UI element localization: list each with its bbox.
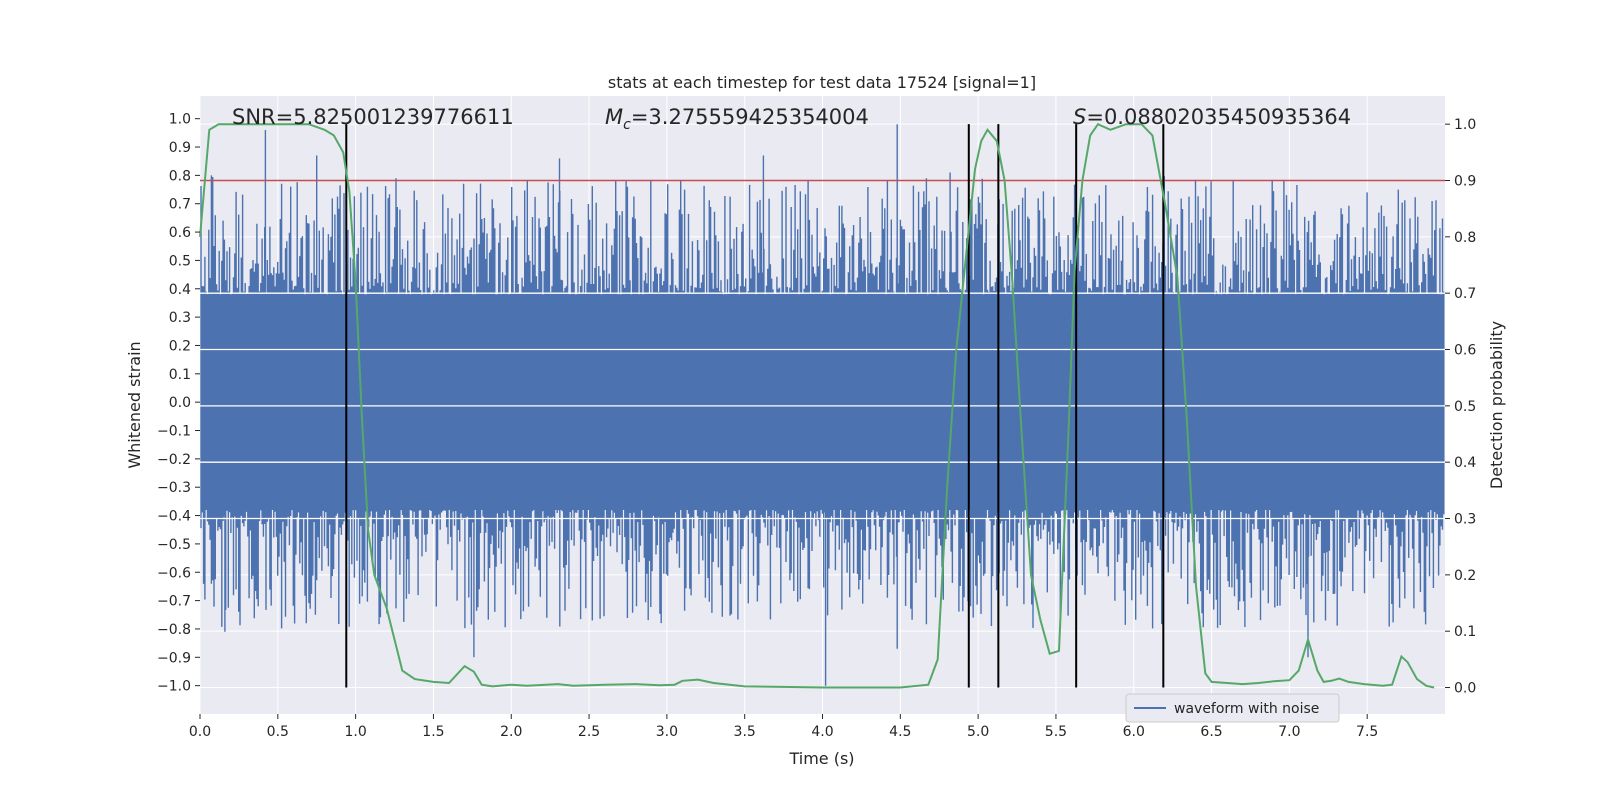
y-axis-left-label: Whitened strain [125,341,144,468]
s-annotation: S=0.08802035450935364 [1073,105,1351,129]
x-tick-label: 3.0 [656,724,678,740]
chirp-mass-annotation: Mc=3.275559425354004 [605,105,869,133]
y-axis-right-label: Detection probability [1487,321,1506,489]
x-tick-label: 1.0 [344,724,366,740]
y-left-tick-label: −0.7 [157,594,191,610]
x-tick-label: 5.0 [967,724,989,740]
x-tick-label: 5.5 [1045,724,1067,740]
x-tick-label: 6.0 [1123,724,1145,740]
y-right-tick-label: 0.8 [1454,230,1476,246]
y-right-tick-label: 0.5 [1454,399,1476,415]
y-left-tick-label: −0.5 [157,537,191,553]
y-right-tick-label: 0.7 [1454,286,1476,302]
y-left-tick-label: 0.4 [169,282,191,298]
snr-annotation: SNR=5.825001239776611 [232,105,514,129]
x-tick-label: 0.5 [267,724,289,740]
x-tick-label: 7.0 [1278,724,1300,740]
y-right-tick-label: 0.3 [1454,512,1476,528]
y-right-tick-label: 0.6 [1454,343,1476,359]
y-left-tick-label: 0.8 [169,168,191,184]
legend: waveform with noise [1125,693,1340,723]
waveform-core [201,294,1444,510]
waveform-series [200,124,1445,686]
chirp-mass-symbol: M [605,105,623,129]
y-right-tick-label: 0.4 [1454,455,1476,471]
y-left-tick-label: 0.3 [169,310,191,326]
x-tick-label: 6.5 [1200,724,1222,740]
y-left-tick-label: −0.2 [157,452,191,468]
x-tick-label: 3.5 [734,724,756,740]
legend-label: waveform with noise [1174,701,1319,717]
y-right-tick-label: 0.9 [1454,174,1476,190]
y-left-tick-label: 0.1 [169,367,191,383]
y-left-tick-label: 0.9 [169,140,191,156]
ticks: 0.0 0.5 1.0 1.5 2.0 2.5 3.0 3.5 4.0 4.5 5.0 5.5 6.0 6… [157,112,1476,740]
y-left-tick-label: 0.5 [169,253,191,269]
x-tick-label: 4.0 [811,724,833,740]
x-axis-label: Time (s) [788,749,854,768]
x-tick-label: 1.5 [422,724,444,740]
s-symbol: S [1073,105,1086,129]
overlay [199,122,1445,689]
y-left-tick-label: −0.8 [157,622,191,638]
x-tick-label: 0.0 [189,724,211,740]
y-right-tick-label: 0.1 [1454,624,1476,640]
x-tick-label: 4.5 [889,724,911,740]
y-right-tick-label: 0.0 [1454,681,1476,697]
chirp-mass-value: =3.275559425354004 [631,105,869,129]
x-tick-label: 2.0 [500,724,522,740]
detection-probability-line [199,122,1435,689]
chart-title: stats at each timestep for test data 175… [608,73,1036,92]
y-left-tick-label: −0.6 [157,565,191,581]
x-tick-label: 7.5 [1356,724,1378,740]
y-left-tick-label: −1.0 [157,679,191,695]
y-left-tick-label: −0.4 [157,509,191,525]
y-left-tick-label: 0.7 [169,197,191,213]
y-left-tick-label: 0.6 [169,225,191,241]
y-right-tick-label: 1.0 [1454,117,1476,133]
y-left-tick-label: 0.0 [169,395,191,411]
chirp-mass-subscript: c [623,117,631,133]
y-right-tick-label: 0.2 [1454,568,1476,584]
y-left-tick-label: 1.0 [169,112,191,128]
s-value: =0.08802035450935364 [1086,105,1351,129]
y-left-tick-label: −0.9 [157,650,191,666]
y-left-tick-label: −0.3 [157,480,191,496]
x-tick-label: 2.5 [578,724,600,740]
y-left-tick-label: 0.2 [169,338,191,354]
y-left-tick-label: −0.1 [157,424,191,440]
legend-box [1125,693,1340,723]
